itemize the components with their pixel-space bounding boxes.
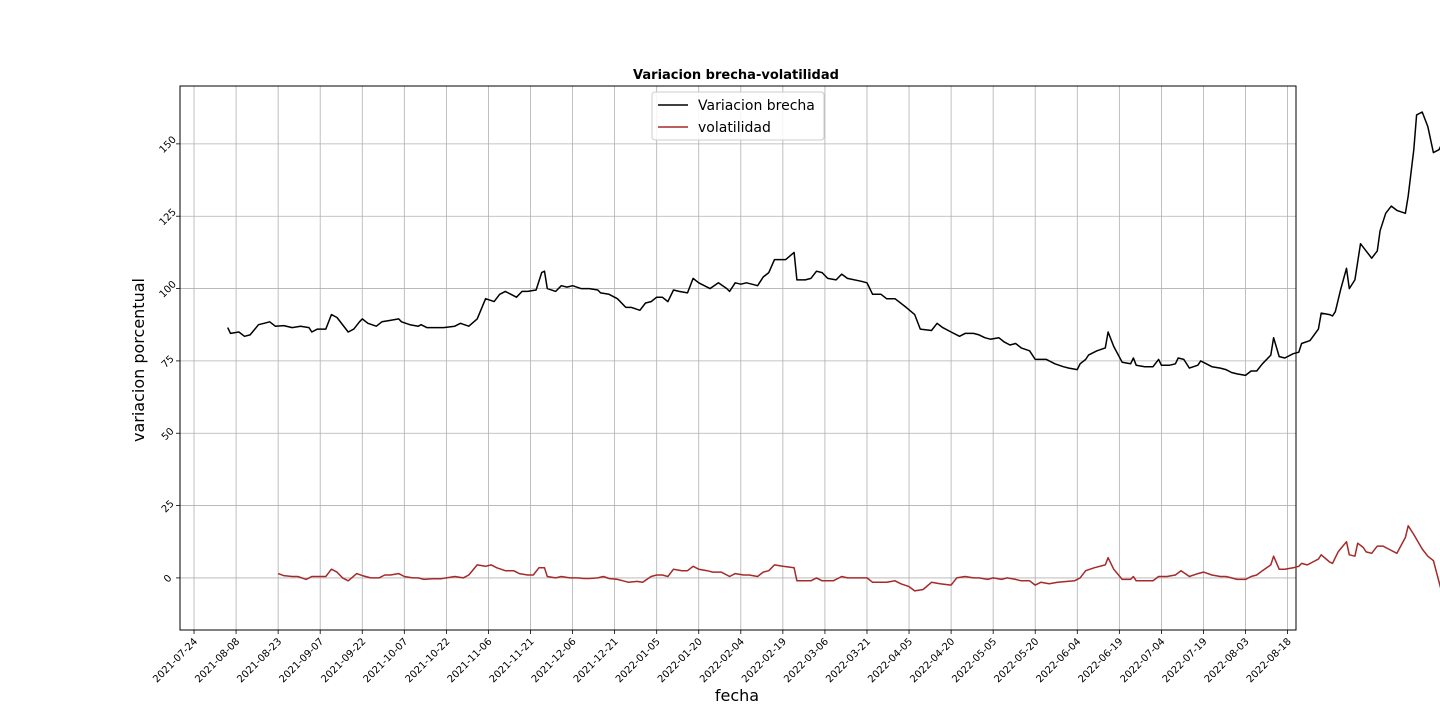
series-line-volatilidad <box>277 525 1440 592</box>
x-axis-label: fecha <box>715 686 759 705</box>
y-axis-label: variacion porcentual <box>129 278 148 442</box>
legend-label: volatilidad <box>698 120 771 136</box>
y-tick-label: 25 <box>160 498 177 515</box>
y-tick-label: 0 <box>162 573 174 585</box>
plot-frame <box>179 85 1297 631</box>
y-axis-ticks: 0 25 50 75 100 125 150 <box>158 134 180 585</box>
grid <box>180 86 1296 630</box>
chart-title: Variacion brecha-volatilidad <box>633 68 839 83</box>
y-tick-label: 100 <box>158 279 179 300</box>
series-line-variacion-brecha <box>227 111 1440 377</box>
y-tick-label: 75 <box>160 354 177 371</box>
x-tick-label: 2022-08-18 <box>1245 636 1294 685</box>
legend: Variacion brecha volatilidad <box>651 91 825 141</box>
y-tick-label: 125 <box>158 207 179 228</box>
y-tick-label: 50 <box>160 426 177 443</box>
legend-label: Variacion brecha <box>698 98 815 114</box>
legend-box <box>651 91 825 141</box>
x-axis-ticks: 2021-07-242021-08-082021-08-232021-09-07… <box>151 630 1294 685</box>
series-lines <box>227 111 1440 592</box>
y-tick-label: 150 <box>158 134 179 155</box>
